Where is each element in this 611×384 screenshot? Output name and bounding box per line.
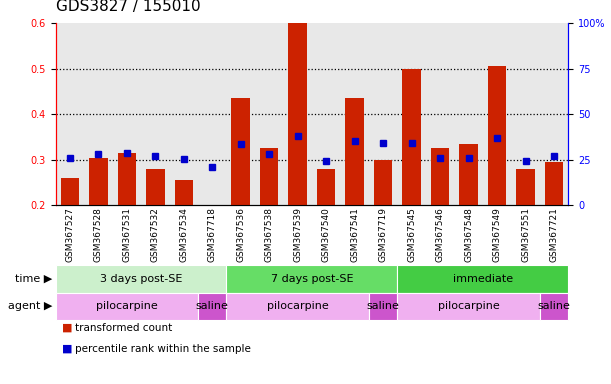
Bar [175, 180, 193, 205]
Text: GSM367531: GSM367531 [122, 207, 131, 262]
Text: GSM367534: GSM367534 [179, 207, 188, 262]
Text: GSM367718: GSM367718 [208, 207, 217, 262]
Bar [483, 23, 511, 205]
Bar [317, 169, 335, 205]
Text: saline: saline [367, 301, 400, 311]
Bar [488, 66, 507, 205]
Text: immediate: immediate [453, 274, 513, 284]
Bar [112, 23, 141, 205]
Text: GSM367528: GSM367528 [94, 207, 103, 262]
Bar [426, 23, 455, 205]
Text: pilocarpine: pilocarpine [96, 301, 158, 311]
Text: GSM367527: GSM367527 [65, 207, 75, 262]
Bar [117, 153, 136, 205]
Text: GSM367719: GSM367719 [379, 207, 387, 262]
Bar [84, 23, 112, 205]
Bar [198, 23, 227, 205]
Text: GSM367546: GSM367546 [436, 207, 445, 262]
Bar [284, 23, 312, 205]
Bar [369, 23, 397, 205]
Text: GSM367541: GSM367541 [350, 207, 359, 262]
Bar [397, 23, 426, 205]
Text: GSM367536: GSM367536 [236, 207, 245, 262]
Bar [540, 23, 568, 205]
Text: saline: saline [196, 301, 229, 311]
Bar [255, 23, 284, 205]
Bar [56, 23, 84, 205]
Text: GSM367540: GSM367540 [321, 207, 331, 262]
Text: saline: saline [538, 301, 571, 311]
Text: GSM367539: GSM367539 [293, 207, 302, 262]
Text: pilocarpine: pilocarpine [267, 301, 329, 311]
Text: GSM367532: GSM367532 [151, 207, 160, 262]
Text: GSM367538: GSM367538 [265, 207, 274, 262]
Text: time ▶: time ▶ [15, 274, 53, 284]
Bar [89, 157, 108, 205]
Bar [340, 23, 369, 205]
Text: 3 days post-SE: 3 days post-SE [100, 274, 182, 284]
Bar [374, 160, 392, 205]
Bar [141, 23, 169, 205]
Bar [511, 23, 540, 205]
Bar [345, 98, 364, 205]
Text: percentile rank within the sample: percentile rank within the sample [75, 344, 251, 354]
Bar [312, 23, 340, 205]
Bar [431, 149, 449, 205]
Text: GSM367545: GSM367545 [407, 207, 416, 262]
Text: pilocarpine: pilocarpine [437, 301, 499, 311]
Bar [516, 169, 535, 205]
Text: ■: ■ [62, 344, 72, 354]
Bar [169, 23, 198, 205]
Bar [227, 23, 255, 205]
Bar [459, 144, 478, 205]
Text: ■: ■ [62, 323, 72, 333]
Text: GDS3827 / 155010: GDS3827 / 155010 [56, 0, 200, 14]
Text: transformed count: transformed count [75, 323, 172, 333]
Text: GSM367549: GSM367549 [492, 207, 502, 262]
Text: GSM367551: GSM367551 [521, 207, 530, 262]
Bar [60, 178, 79, 205]
Bar [260, 149, 279, 205]
Bar [288, 23, 307, 205]
Bar [545, 162, 563, 205]
Bar [402, 69, 421, 205]
Text: GSM367721: GSM367721 [549, 207, 558, 262]
Text: 7 days post-SE: 7 days post-SE [271, 274, 353, 284]
Text: agent ▶: agent ▶ [8, 301, 53, 311]
Text: GSM367548: GSM367548 [464, 207, 473, 262]
Bar [146, 169, 164, 205]
Bar [232, 98, 250, 205]
Bar [455, 23, 483, 205]
